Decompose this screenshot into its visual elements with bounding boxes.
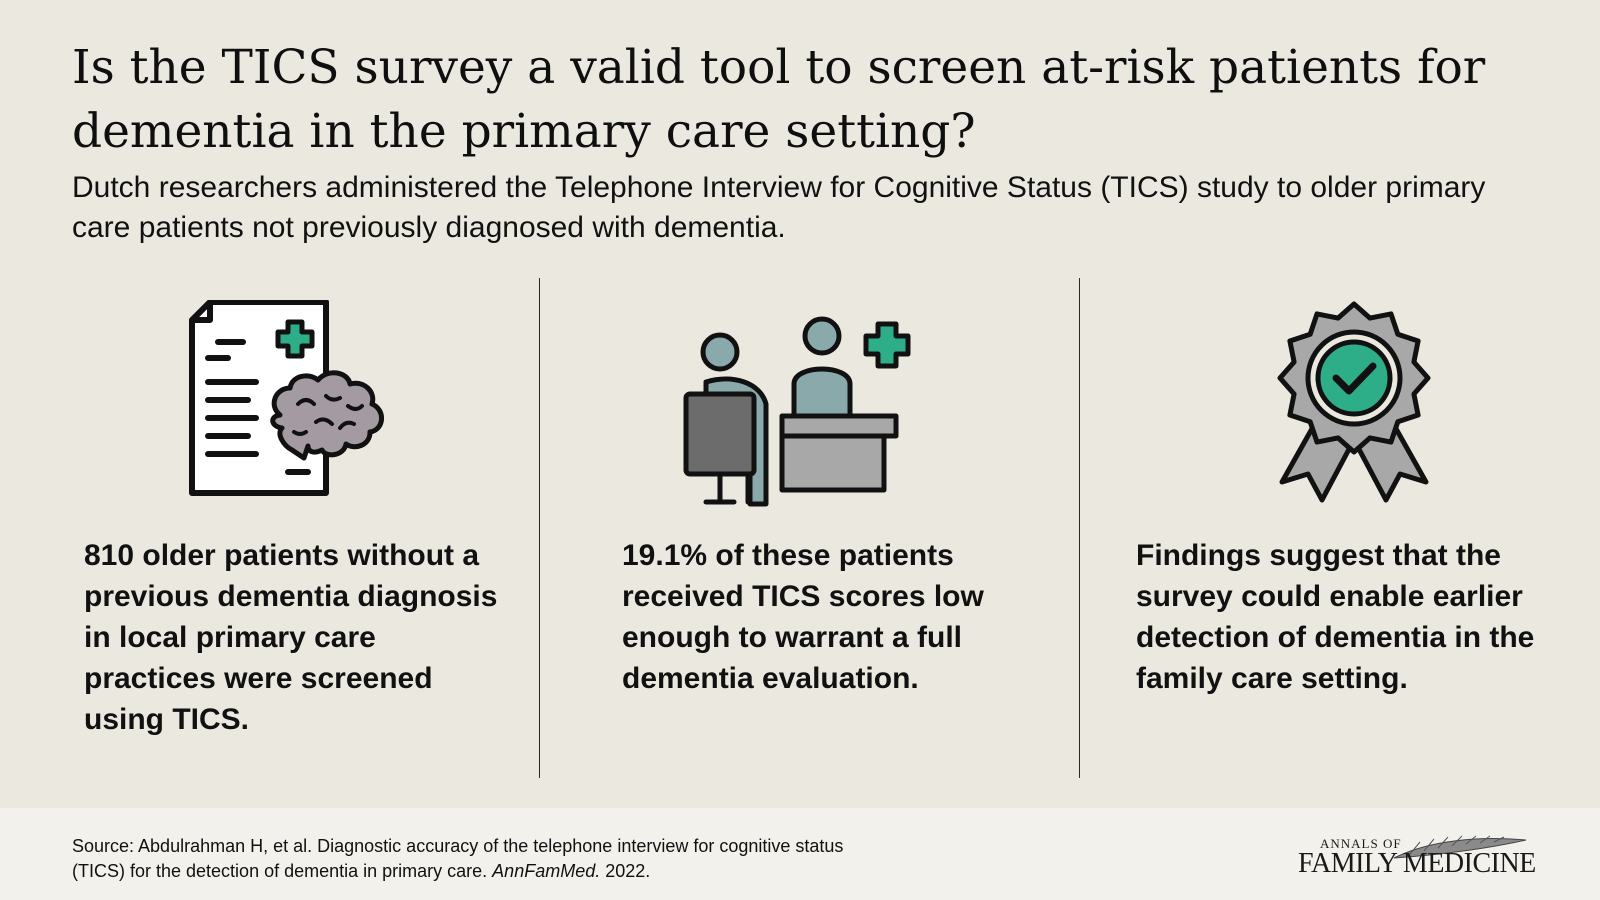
feather-icon bbox=[1393, 835, 1527, 859]
column-divider bbox=[539, 278, 540, 778]
panel-fact-text: Findings suggest that the survey could e… bbox=[1136, 539, 1535, 695]
award-badge-check-icon bbox=[1277, 301, 1431, 503]
journal-name: AnnFamMed. bbox=[492, 861, 601, 881]
column-divider bbox=[1079, 278, 1080, 778]
panel-fact-text: 810 older patients without a previous de… bbox=[84, 539, 498, 736]
panel-findings: Findings suggest that the survey could e… bbox=[1080, 278, 1600, 778]
doctor-consultation-icon bbox=[683, 316, 911, 507]
page-subtitle: Dutch researchers administered the Telep… bbox=[72, 171, 1486, 244]
panel-tics-scores: 19.1% of these patients received TICS sc… bbox=[540, 278, 1080, 778]
page-title: Is the TICS survey a valid tool to scree… bbox=[72, 40, 1486, 159]
annals-of-family-medicine-logo: ANNALS OF FAMILY MEDICINE bbox=[1298, 835, 1536, 879]
source-citation: Source: Abdulrahman H, et al. Diagnostic… bbox=[72, 836, 844, 881]
footer: Source: Abdulrahman H, et al. Diagnostic… bbox=[0, 808, 1600, 900]
medical-document-brain-icon bbox=[189, 300, 384, 496]
panel-fact-text: 19.1% of these patients received TICS sc… bbox=[622, 539, 984, 695]
panel-screened-patients: 810 older patients without a previous de… bbox=[0, 278, 540, 778]
